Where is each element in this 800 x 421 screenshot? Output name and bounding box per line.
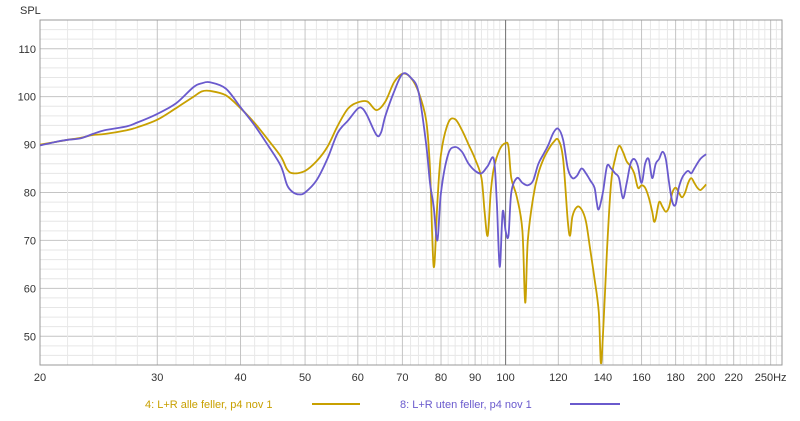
x-tick-label: 250Hz bbox=[755, 372, 787, 384]
y-tick-label: 50 bbox=[24, 331, 36, 343]
x-tick-label: 90 bbox=[469, 372, 481, 384]
x-tick-label: 220 bbox=[724, 372, 742, 384]
y-tick-label: 70 bbox=[24, 235, 36, 247]
plot-frame bbox=[39, 19, 783, 366]
y-tick-label: 110 bbox=[18, 44, 36, 56]
x-tick-label: 30 bbox=[151, 372, 163, 384]
x-tick-label: 60 bbox=[352, 372, 364, 384]
x-tick-label: 200 bbox=[697, 372, 715, 384]
x-tick-label: 70 bbox=[396, 372, 408, 384]
x-tick-label: 120 bbox=[549, 372, 567, 384]
series-layer bbox=[39, 72, 707, 365]
x-tick-label: 140 bbox=[594, 372, 612, 384]
legend: 4: L+R alle feller, p4 nov 1 8: L+R uten … bbox=[145, 399, 620, 411]
legend-label-2: 8: L+R uten feller, p4 nov 1 bbox=[400, 399, 532, 411]
x-tick-label: 40 bbox=[234, 372, 246, 384]
x-tick-label: 80 bbox=[435, 372, 447, 384]
x-tick-label: 50 bbox=[299, 372, 311, 384]
grid-layer bbox=[39, 19, 783, 366]
y-tick-labels: 50 60 70 80 90 100 110 bbox=[18, 44, 36, 344]
x-tick-label: 20 bbox=[34, 372, 46, 384]
x-tick-label: 160 bbox=[632, 372, 650, 384]
series-line-1 bbox=[39, 72, 707, 365]
y-tick-label: 80 bbox=[24, 188, 36, 200]
legend-label-1: 4: L+R alle feller, p4 nov 1 bbox=[145, 399, 273, 411]
series-line-2 bbox=[39, 72, 707, 268]
x-tick-labels: 20 30 40 50 60 70 80 90 100 120 140 160 180 200 220 250… bbox=[34, 372, 787, 384]
y-tick-label: 100 bbox=[18, 92, 36, 104]
x-tick-label: 100 bbox=[496, 372, 514, 384]
y-tick-label: 90 bbox=[24, 140, 36, 152]
y-axis-label: SPL bbox=[20, 5, 41, 17]
y-tick-label: 60 bbox=[24, 283, 36, 295]
x-tick-label: 180 bbox=[666, 372, 684, 384]
